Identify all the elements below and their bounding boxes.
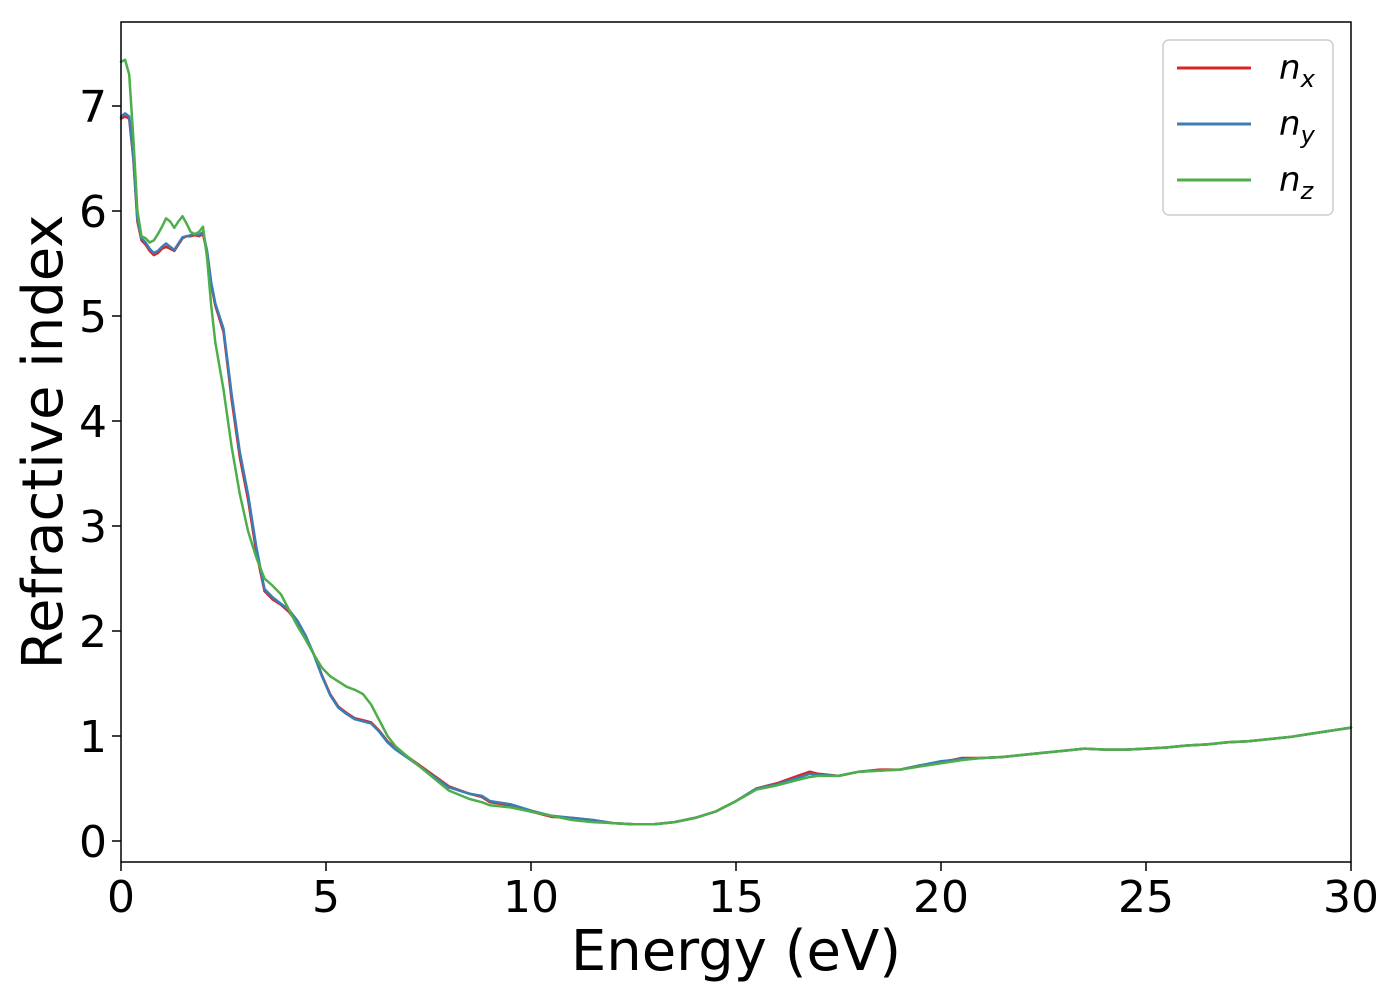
legend: nx ny nz: [1162, 39, 1334, 216]
x-axis-title: Energy (eV): [571, 919, 901, 984]
series-line-z: [119, 58, 1353, 826]
y-axis: 0 1 2 3 4 5 6 7: [79, 82, 121, 868]
y-tick-label: 5: [79, 292, 107, 343]
x-axis: 0 5 10 15 20 25 30: [107, 862, 1379, 923]
x-tick-label: 25: [1118, 872, 1174, 923]
legend-label-x: nx: [1279, 48, 1316, 93]
x-tick-label: 20: [913, 872, 969, 923]
x-tick-label: 10: [503, 872, 559, 923]
x-tick-label: 15: [708, 872, 764, 923]
y-tick-label: 6: [79, 187, 107, 238]
x-tick-label: 0: [107, 872, 135, 923]
y-tick-label: 7: [79, 82, 107, 133]
x-tick-label: 30: [1323, 872, 1379, 923]
y-tick-label: 3: [79, 502, 107, 553]
y-tick-label: 4: [79, 397, 107, 448]
y-tick-label: 1: [79, 712, 107, 763]
y-tick-label: 0: [79, 817, 107, 868]
legend-label-y: ny: [1279, 104, 1316, 149]
y-axis-title: Refractive index: [11, 215, 76, 670]
legend-label-z: nz: [1279, 160, 1315, 205]
series-layer: [119, 58, 1353, 826]
y-tick-label: 2: [79, 607, 107, 658]
x-tick-label: 5: [312, 872, 340, 923]
legend-box: [1162, 39, 1334, 216]
